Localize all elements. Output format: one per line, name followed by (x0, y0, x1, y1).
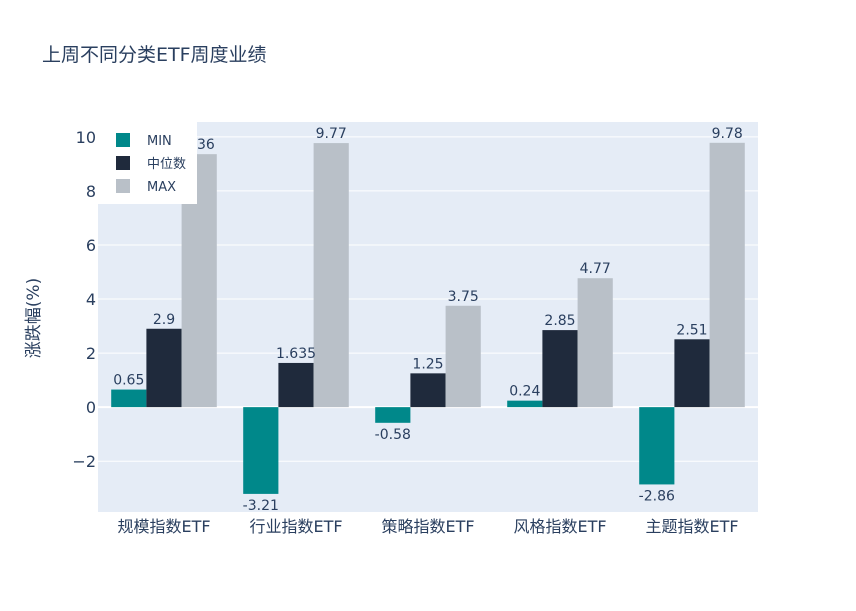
y-axis-ticks: −2 0 2 4 6 8 10 (72, 128, 96, 471)
x-axis-ticks: 规模指数ETF 行业指数ETF 策略指数ETF 风格指数ETF 主题指数ETF (117, 517, 738, 536)
bars (111, 142, 745, 494)
bar (542, 330, 578, 408)
y-tick-label: 10 (76, 128, 96, 147)
bar (278, 362, 314, 408)
legend-label: 中位数 (147, 157, 186, 172)
data-label: 2.51 (676, 322, 707, 338)
bar (243, 407, 279, 494)
legend-label: MIN (147, 134, 172, 149)
data-label: 9.78 (712, 126, 743, 142)
bar (375, 407, 411, 423)
data-label: -3.21 (243, 498, 279, 514)
x-tick-label: 策略指数ETF (381, 517, 474, 536)
x-tick-label: 风格指数ETF (513, 517, 606, 536)
y-tick-label: 4 (86, 290, 96, 309)
legend-label: MAX (147, 180, 176, 195)
y-tick-label: 0 (86, 398, 96, 417)
data-label: 9.77 (316, 126, 347, 142)
bar (313, 143, 349, 408)
data-label: -0.58 (375, 427, 411, 443)
legend-swatch (116, 179, 130, 193)
data-label: 2.9 (153, 312, 175, 328)
bar (709, 142, 745, 408)
y-axis-title: 涨跌幅(%) (24, 278, 44, 358)
x-tick-label: 主题指数ETF (645, 517, 738, 536)
data-label: 0.24 (509, 384, 540, 400)
data-labels: 0.652.99.36-3.211.6359.77-0.581.253.750.… (113, 126, 743, 514)
x-tick-label: 行业指数ETF (249, 517, 342, 536)
legend[interactable]: MIN 中位数 MAX (98, 122, 197, 204)
bar (111, 389, 147, 408)
bar (674, 339, 710, 408)
bar (507, 400, 543, 408)
data-label: -2.86 (639, 488, 675, 504)
legend-background (98, 122, 197, 204)
y-tick-label: −2 (72, 452, 96, 471)
legend-swatch (116, 133, 130, 147)
data-label: 0.65 (113, 373, 144, 389)
bar (410, 373, 446, 408)
y-tick-label: 8 (86, 182, 96, 201)
data-label: 1.635 (276, 346, 316, 362)
data-label: 4.77 (580, 261, 611, 277)
x-tick-label: 规模指数ETF (117, 517, 210, 536)
data-label: 3.75 (448, 289, 479, 305)
bar (639, 407, 675, 485)
data-label: 2.85 (544, 313, 575, 329)
bar (146, 328, 182, 408)
chart-title: 上周不同分类ETF周度业绩 (42, 44, 267, 66)
legend-swatch (116, 156, 130, 170)
y-tick-label: 6 (86, 236, 96, 255)
data-label: 1.25 (412, 356, 443, 372)
bar (577, 278, 613, 408)
y-tick-label: 2 (86, 344, 96, 363)
bar (445, 305, 481, 408)
